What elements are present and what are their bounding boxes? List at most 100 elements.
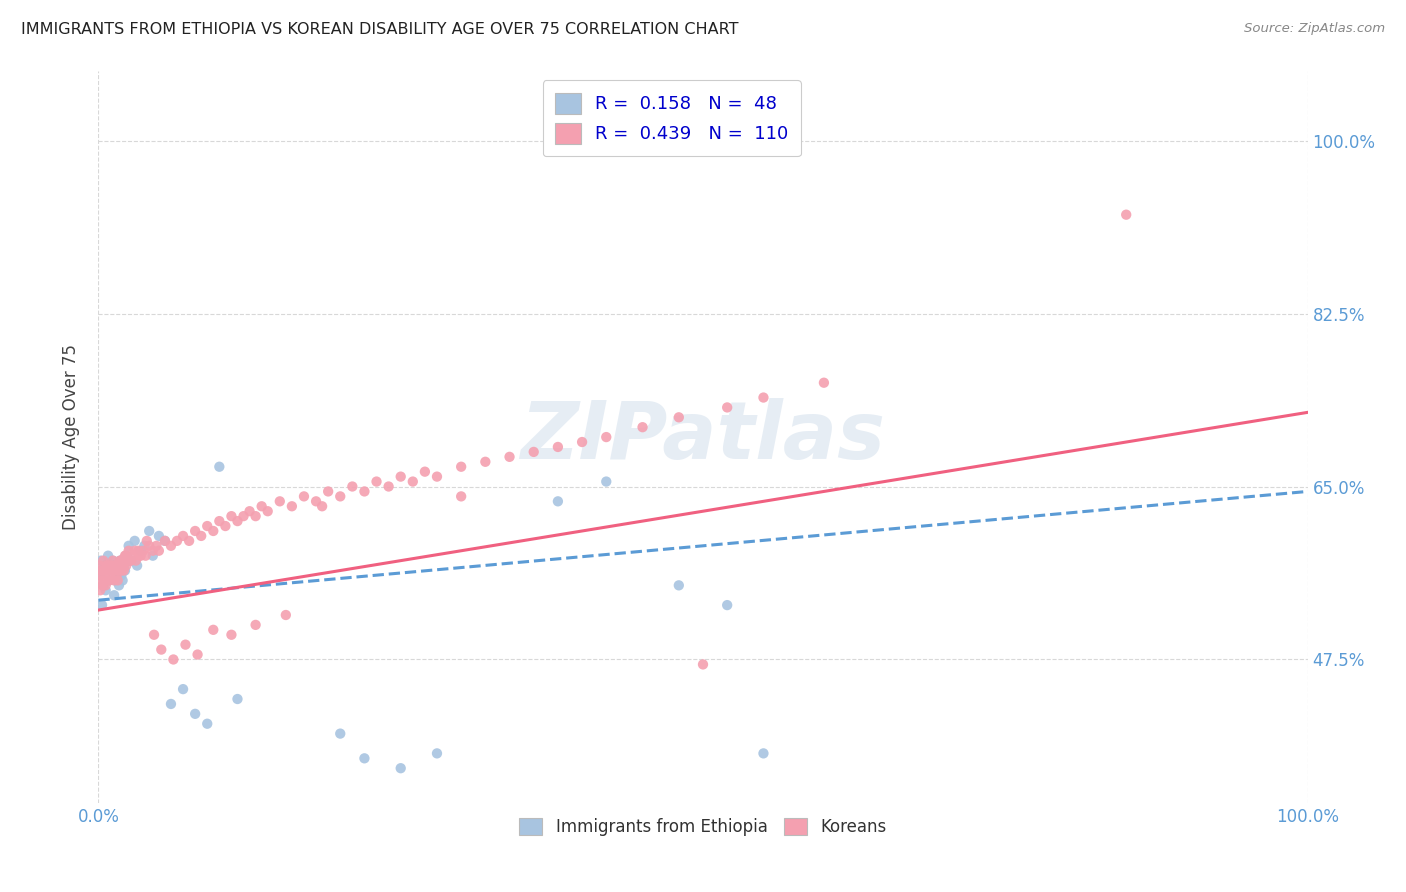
Point xyxy=(153,533,176,548)
Point xyxy=(232,509,254,524)
Point xyxy=(221,509,243,524)
Point xyxy=(90,554,112,568)
Point xyxy=(98,568,121,582)
Point xyxy=(100,558,122,573)
Point xyxy=(98,574,121,588)
Point xyxy=(450,459,472,474)
Point xyxy=(138,539,160,553)
Point xyxy=(148,543,170,558)
Point xyxy=(547,494,569,508)
Point xyxy=(127,558,149,573)
Point xyxy=(97,549,120,563)
Point xyxy=(107,564,129,578)
Point xyxy=(90,568,112,582)
Point xyxy=(377,479,399,493)
Point xyxy=(105,568,128,582)
Point xyxy=(595,475,617,489)
Point xyxy=(114,549,136,563)
Point xyxy=(256,504,278,518)
Point xyxy=(172,682,194,697)
Point xyxy=(145,539,167,553)
Point xyxy=(101,554,124,568)
Point xyxy=(179,533,201,548)
Point xyxy=(134,539,156,553)
Point xyxy=(112,564,135,578)
Point xyxy=(150,642,173,657)
Point xyxy=(108,558,131,573)
Point xyxy=(226,514,249,528)
Point xyxy=(110,554,132,568)
Point xyxy=(1115,208,1137,222)
Point xyxy=(96,558,118,573)
Point xyxy=(110,564,132,578)
Point xyxy=(281,500,304,514)
Point xyxy=(91,554,114,568)
Point xyxy=(93,564,115,578)
Text: ZIPatlas: ZIPatlas xyxy=(520,398,886,476)
Point xyxy=(129,549,152,563)
Point xyxy=(668,410,690,425)
Point xyxy=(107,574,129,588)
Point xyxy=(202,524,225,538)
Point xyxy=(132,543,155,558)
Point xyxy=(91,578,114,592)
Point xyxy=(103,574,125,588)
Point xyxy=(142,543,165,558)
Point xyxy=(547,440,569,454)
Point xyxy=(89,558,111,573)
Point xyxy=(111,558,134,573)
Point xyxy=(122,549,145,563)
Point xyxy=(148,529,170,543)
Point xyxy=(97,564,120,578)
Point xyxy=(94,574,117,588)
Point xyxy=(160,539,183,553)
Point xyxy=(89,568,111,582)
Point xyxy=(118,554,141,568)
Point xyxy=(523,445,546,459)
Point xyxy=(353,484,375,499)
Point xyxy=(184,706,207,721)
Point xyxy=(104,558,127,573)
Point xyxy=(115,558,138,573)
Point xyxy=(120,554,142,568)
Point xyxy=(389,469,412,483)
Point xyxy=(668,578,690,592)
Point xyxy=(342,479,364,493)
Point xyxy=(426,469,449,483)
Legend: Immigrants from Ethiopia, Koreans: Immigrants from Ethiopia, Koreans xyxy=(509,807,897,846)
Point xyxy=(311,500,333,514)
Point xyxy=(100,558,122,573)
Point xyxy=(498,450,520,464)
Point xyxy=(221,628,243,642)
Point xyxy=(108,554,131,568)
Point xyxy=(135,533,157,548)
Text: IMMIGRANTS FROM ETHIOPIA VS KOREAN DISABILITY AGE OVER 75 CORRELATION CHART: IMMIGRANTS FROM ETHIOPIA VS KOREAN DISAB… xyxy=(21,22,738,37)
Point xyxy=(100,558,122,573)
Point xyxy=(104,558,127,573)
Point xyxy=(716,401,738,415)
Point xyxy=(162,652,184,666)
Point xyxy=(115,549,138,563)
Point xyxy=(316,484,339,499)
Point xyxy=(110,568,132,582)
Point xyxy=(105,558,128,573)
Point xyxy=(366,475,388,489)
Point xyxy=(98,574,121,588)
Point xyxy=(108,578,131,592)
Point xyxy=(128,549,150,563)
Point xyxy=(187,648,209,662)
Point xyxy=(571,435,593,450)
Point xyxy=(117,554,139,568)
Point xyxy=(208,459,231,474)
Point xyxy=(118,543,141,558)
Point xyxy=(129,543,152,558)
Point xyxy=(305,494,328,508)
Point xyxy=(174,638,197,652)
Point xyxy=(226,692,249,706)
Point xyxy=(91,574,114,588)
Point xyxy=(752,391,775,405)
Point xyxy=(692,657,714,672)
Point xyxy=(402,475,425,489)
Point xyxy=(112,558,135,573)
Point xyxy=(245,509,267,524)
